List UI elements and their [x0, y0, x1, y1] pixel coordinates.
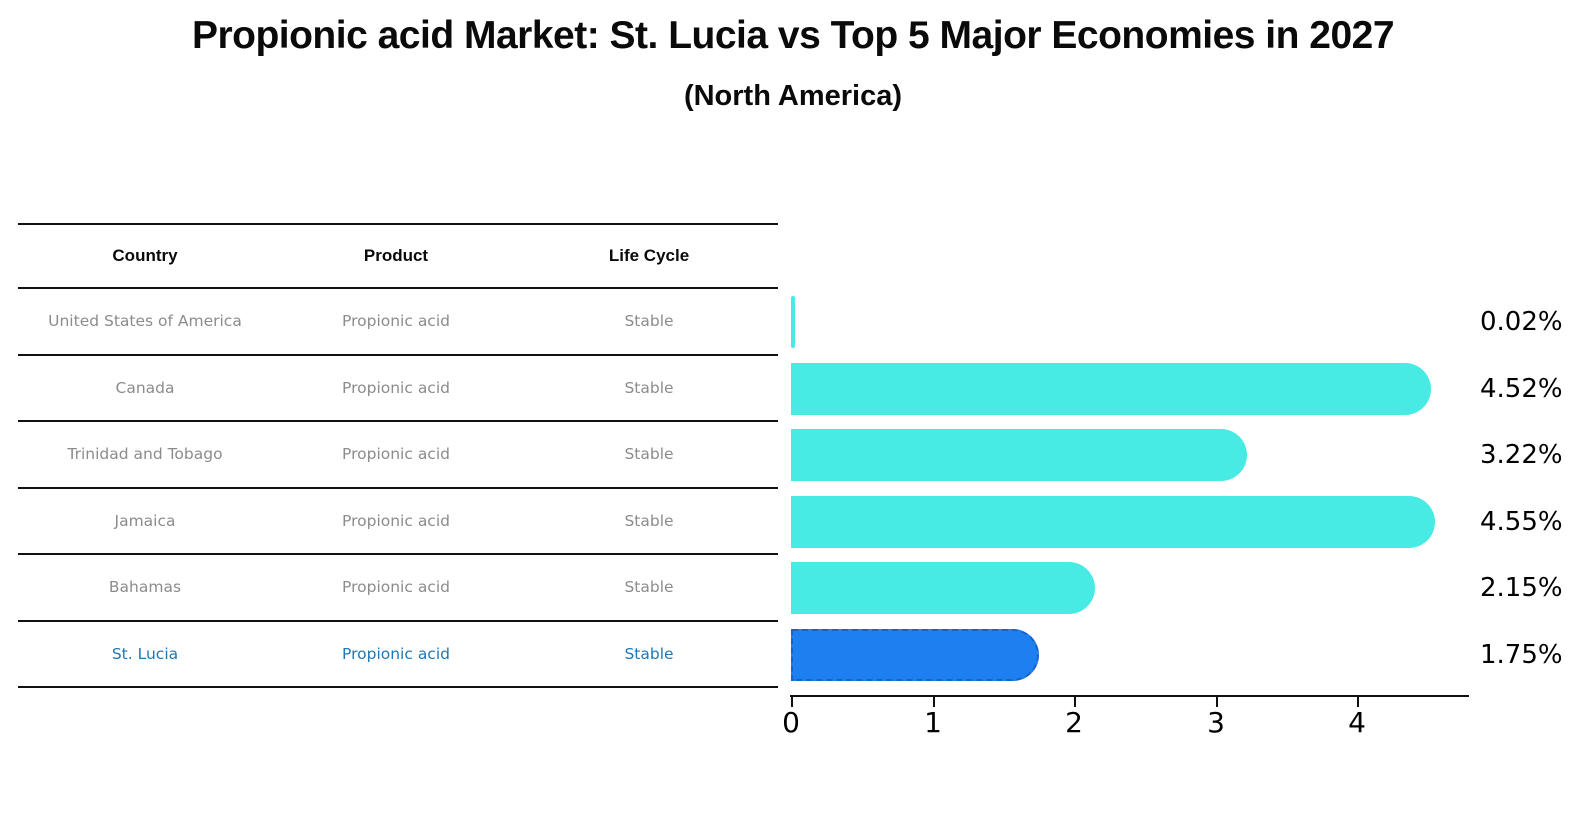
- table-body: United States of America Propionic acid St…: [18, 289, 778, 688]
- table-row: Jamaica Propionic acid Stable: [18, 489, 778, 555]
- table-row: St. Lucia Propionic acid Stable: [18, 622, 778, 688]
- cell-country: St. Lucia: [111, 644, 179, 663]
- table-row: Bahamas Propionic acid Stable: [18, 555, 778, 622]
- cell-product: Propionic acid: [342, 511, 450, 530]
- value-label: 0.02%: [1480, 307, 1563, 337]
- x-tick-label: 4: [1348, 706, 1366, 739]
- table-row: United States of America Propionic acid St…: [18, 289, 778, 356]
- cell-product: Propionic acid: [342, 644, 450, 663]
- country-table: Country Product Life Cycle United States…: [18, 223, 778, 688]
- cell-product: Propionic acid: [342, 445, 450, 464]
- chart-subtitle: (North America): [683, 80, 903, 112]
- column-header-product: Product: [363, 246, 429, 265]
- x-tick-label: 2: [1065, 706, 1083, 739]
- x-tick: [1074, 697, 1076, 707]
- column-header-life-cycle: Life Cycle: [608, 246, 690, 265]
- table-row: Canada Propionic acid Stable: [18, 356, 778, 422]
- x-axis-line: [790, 695, 1469, 697]
- value-label: 1.75%: [1480, 640, 1563, 670]
- cell-life-cycle: Stable: [624, 578, 674, 597]
- table-row: Trinidad and Tobago Propionic acid Stable: [18, 422, 778, 489]
- cell-country: Bahamas: [108, 578, 182, 597]
- value-label: 4.52%: [1480, 374, 1563, 404]
- table-header-row: Country Product Life Cycle: [18, 223, 778, 289]
- x-tick: [1357, 697, 1359, 707]
- x-tick-label: 3: [1207, 706, 1225, 739]
- cell-life-cycle: Stable: [624, 378, 674, 397]
- bar-highlighted: [791, 629, 1039, 681]
- bar: [791, 496, 1435, 548]
- cell-country: Canada: [115, 378, 175, 397]
- cell-product: Propionic acid: [342, 578, 450, 597]
- x-tick: [933, 697, 935, 707]
- bar: [791, 296, 795, 348]
- value-label: 4.55%: [1480, 507, 1563, 537]
- x-tick-label: 0: [782, 706, 800, 739]
- cell-life-cycle: Stable: [624, 644, 674, 663]
- bar: [791, 363, 1431, 415]
- cell-country: Trinidad and Tobago: [67, 445, 223, 464]
- chart-title: Propionic acid Market: St. Lucia vs Top …: [191, 14, 1395, 57]
- bar: [791, 429, 1247, 481]
- cell-product: Propionic acid: [342, 312, 450, 331]
- bar: [791, 562, 1095, 614]
- x-tick: [791, 697, 793, 707]
- column-header-country: Country: [112, 246, 178, 265]
- value-label: 3.22%: [1480, 440, 1563, 470]
- cell-country: Jamaica: [114, 511, 176, 530]
- cell-life-cycle: Stable: [624, 511, 674, 530]
- x-tick-label: 1: [924, 706, 942, 739]
- cell-country: United States of America: [48, 312, 242, 331]
- cell-life-cycle: Stable: [624, 445, 674, 464]
- x-tick: [1216, 697, 1218, 707]
- cell-life-cycle: Stable: [624, 312, 674, 331]
- value-label: 2.15%: [1480, 573, 1563, 603]
- cell-product: Propionic acid: [342, 378, 450, 397]
